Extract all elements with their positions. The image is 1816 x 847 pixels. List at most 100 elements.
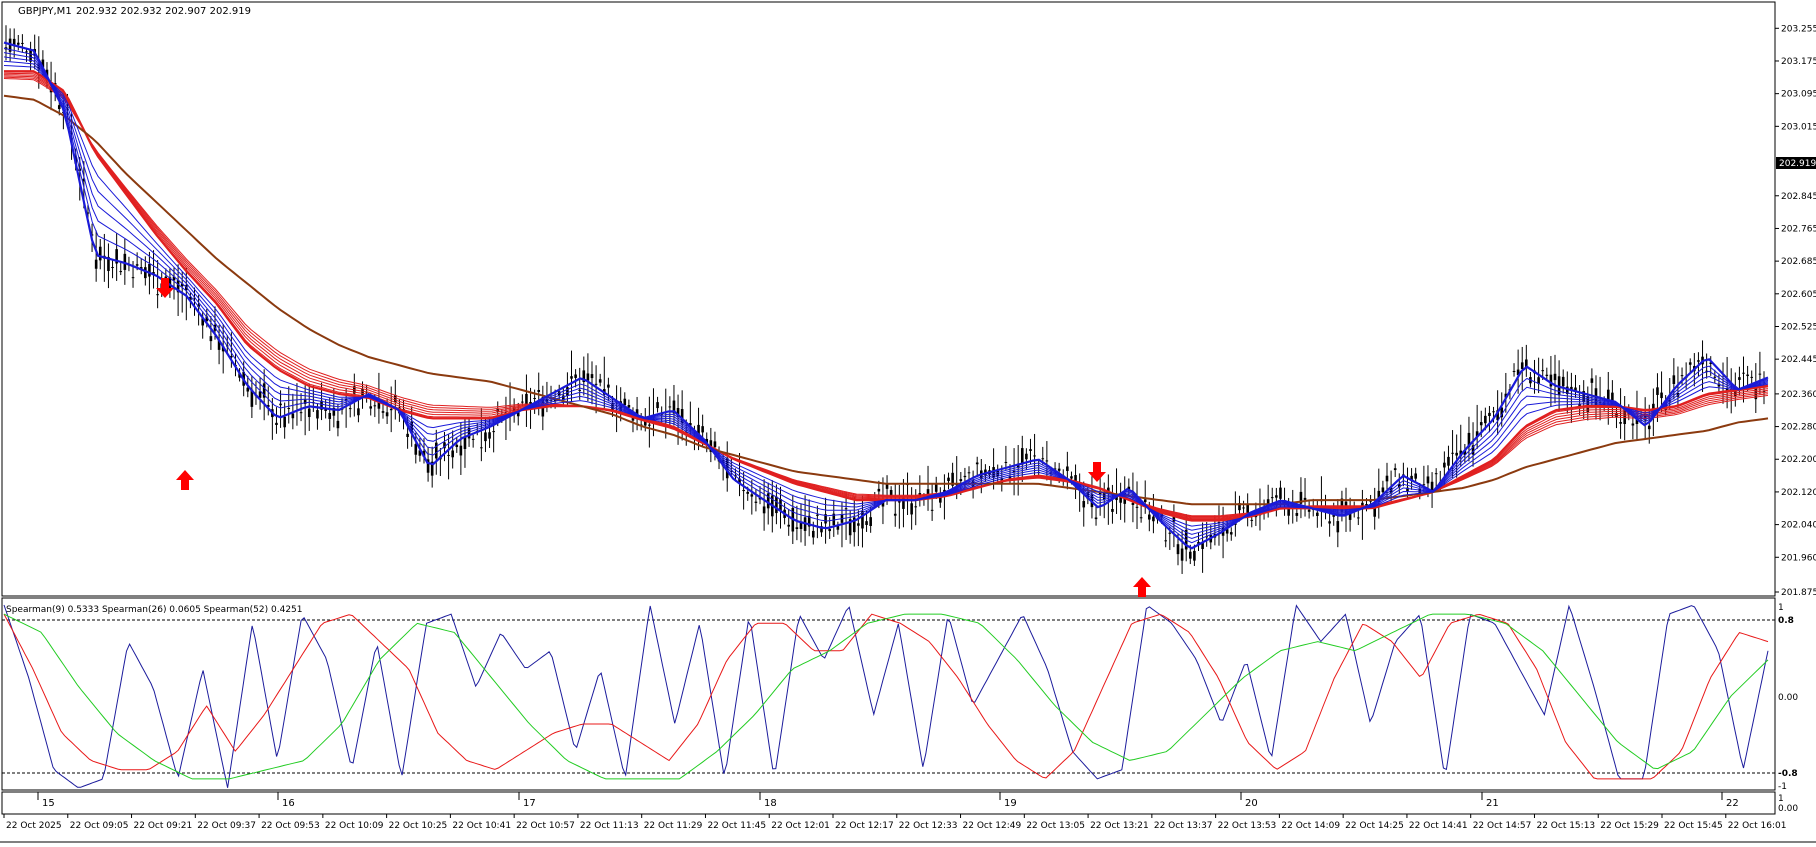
candle-body [148, 264, 151, 277]
candle-body [590, 374, 594, 379]
candle-body [348, 408, 352, 410]
time-label: 22 Oct 09:53 [261, 821, 320, 831]
indicator-panel[interactable] [1, 597, 1776, 791]
time-label: 22 Oct 15:45 [1664, 821, 1723, 831]
price-tick-label: 202.360 [1781, 390, 1816, 400]
candle-body [1422, 484, 1426, 486]
slow-ma-line [3, 74, 1769, 519]
candle-body [1463, 450, 1467, 455]
candle-body [820, 526, 823, 533]
candle-body [611, 403, 614, 411]
candle-body [1307, 509, 1311, 512]
candle-body [373, 405, 377, 407]
candle-body [258, 391, 262, 398]
price-tick-label: 202.525 [1781, 322, 1816, 332]
candle-body [16, 42, 20, 45]
candle-body [1266, 499, 1270, 506]
time-label: 22 Oct 13:21 [1090, 821, 1149, 831]
candle-body [1660, 392, 1663, 399]
candle-body [1561, 376, 1565, 387]
candle-body [537, 389, 541, 392]
candle-body [930, 509, 934, 511]
time-label: 22 Oct 12:17 [835, 821, 894, 831]
candle-body [586, 373, 590, 381]
candle-body [1697, 360, 1700, 362]
candle-body [443, 442, 446, 449]
candle-body [1201, 542, 1204, 549]
candle-body [1553, 373, 1557, 381]
candle-body [1713, 376, 1717, 378]
candle-body [49, 86, 53, 93]
candle-body [934, 483, 938, 492]
candle-body [389, 408, 393, 411]
slow-ma-line [3, 75, 1769, 518]
candle-body [1238, 503, 1241, 511]
candle-body [807, 515, 811, 527]
long-ma-line [3, 94, 1769, 506]
candle-body [291, 413, 295, 419]
candle-body [328, 413, 332, 419]
candle-body [1025, 453, 1028, 460]
candle-body [1340, 498, 1344, 512]
candle-body [828, 528, 831, 532]
candle-body [1570, 386, 1573, 391]
candle-body [877, 488, 881, 492]
time-axis[interactable]: 22 Oct 2025 22 Oct 09:05 22 Oct 09:21 22 Oc… [3, 814, 1786, 831]
candle-body [1688, 362, 1692, 365]
day-label: 20 [1245, 798, 1258, 809]
candle-body [730, 470, 733, 472]
time-label: 22 Oct 12:01 [771, 821, 830, 831]
candle-body [422, 450, 426, 457]
candle-body [656, 402, 659, 409]
candle-body [1229, 532, 1233, 535]
candle-body [865, 521, 868, 525]
candle-body [762, 506, 766, 514]
indicator-axis: 1 0.8 0.00 -0.8 -1 1 0.00 [1778, 603, 1798, 814]
candle-body [1574, 387, 1577, 392]
candle-body [1115, 495, 1118, 501]
candle-body [1111, 508, 1114, 512]
candle-body [766, 493, 770, 509]
slow-ma-line [3, 76, 1769, 517]
candle-body [1750, 376, 1754, 378]
candle-body [697, 424, 700, 437]
candle-body [1451, 452, 1454, 454]
time-label: 22 Oct 11:29 [644, 821, 703, 831]
candle-body [152, 272, 155, 274]
day-label: 22 [1726, 798, 1739, 809]
candle-body [996, 470, 999, 477]
down-arrow-icon [1088, 462, 1106, 482]
candle-body [283, 416, 286, 428]
candle-body [885, 483, 889, 489]
candle-body [357, 408, 360, 416]
candle-body [29, 50, 32, 62]
candle-body [1447, 456, 1450, 466]
candle-body [553, 399, 557, 402]
time-label: 22 Oct 14:09 [1281, 821, 1340, 831]
candle-body [525, 393, 528, 409]
candle-body [1053, 468, 1057, 470]
price-axis[interactable]: 203.255 203.175 203.095 203.015 202.845 202.7… [1775, 24, 1816, 598]
candle-body [107, 256, 110, 272]
candle-body [521, 401, 524, 403]
candle-body [230, 355, 233, 358]
candle-body [209, 336, 213, 342]
price-tick-label: 202.605 [1781, 290, 1816, 300]
candle-body [1102, 492, 1106, 500]
indicator-label: Spearman(9) 0.5333 Spearman(26) 0.0605 S… [6, 605, 303, 615]
candle-body [635, 409, 639, 417]
candle-body [578, 389, 582, 391]
candle-body [1332, 514, 1336, 517]
candle-body [463, 436, 467, 450]
candle-body [1746, 374, 1749, 377]
candle-body [799, 522, 803, 529]
candle-body [1484, 415, 1487, 424]
candle-body [902, 497, 905, 509]
candle-body [1623, 409, 1626, 425]
candle-body [857, 523, 860, 526]
candle-body [369, 406, 373, 409]
day-label: 16 [282, 798, 295, 809]
candle-body [1492, 411, 1495, 413]
candle-body [246, 387, 250, 392]
